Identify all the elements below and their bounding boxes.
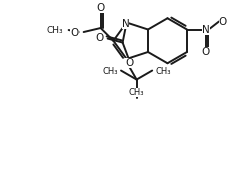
Text: O: O <box>96 3 105 13</box>
Text: CH₃: CH₃ <box>155 67 171 76</box>
Text: N: N <box>202 24 210 35</box>
Text: N: N <box>122 19 130 29</box>
Text: CH₃: CH₃ <box>46 25 63 35</box>
Text: CH₃: CH₃ <box>129 88 144 97</box>
Text: O: O <box>125 58 134 68</box>
Text: O: O <box>70 28 79 38</box>
Text: O: O <box>95 33 104 42</box>
Text: O: O <box>202 46 210 56</box>
Text: CH₃: CH₃ <box>103 67 118 76</box>
Text: O: O <box>219 17 227 26</box>
